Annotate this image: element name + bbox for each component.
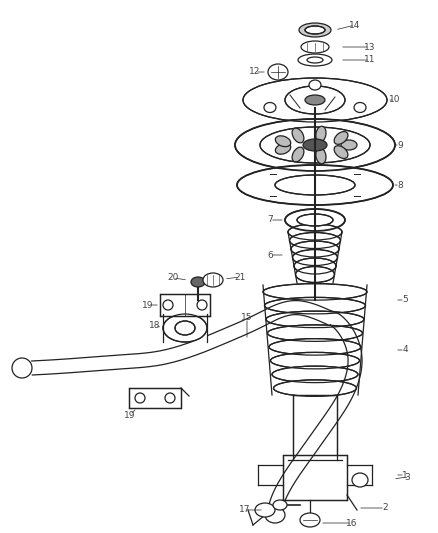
Ellipse shape <box>266 311 364 328</box>
Text: 19: 19 <box>142 301 154 310</box>
Ellipse shape <box>305 26 325 34</box>
Bar <box>163 314 207 342</box>
Ellipse shape <box>290 232 340 248</box>
Ellipse shape <box>268 64 288 80</box>
Ellipse shape <box>255 503 275 517</box>
Ellipse shape <box>285 209 345 231</box>
Text: 2: 2 <box>382 504 388 513</box>
Ellipse shape <box>276 136 291 147</box>
Ellipse shape <box>297 214 333 226</box>
Text: 12: 12 <box>249 68 261 77</box>
Ellipse shape <box>165 393 175 403</box>
Text: 15: 15 <box>241 313 253 322</box>
Ellipse shape <box>265 507 285 523</box>
Ellipse shape <box>175 321 195 335</box>
Ellipse shape <box>352 473 368 487</box>
Ellipse shape <box>291 241 339 257</box>
Text: 13: 13 <box>364 43 376 52</box>
Ellipse shape <box>341 140 357 150</box>
Ellipse shape <box>296 266 335 282</box>
Bar <box>293 395 337 460</box>
Ellipse shape <box>316 126 326 142</box>
Bar <box>129 388 181 408</box>
Ellipse shape <box>300 513 320 527</box>
Text: 16: 16 <box>346 519 358 528</box>
Ellipse shape <box>272 366 358 383</box>
Text: 1: 1 <box>402 471 408 480</box>
Ellipse shape <box>276 143 291 154</box>
Ellipse shape <box>273 500 287 510</box>
Text: 19: 19 <box>124 410 136 419</box>
Text: 17: 17 <box>239 505 251 514</box>
Ellipse shape <box>303 139 327 151</box>
Ellipse shape <box>305 95 325 105</box>
Ellipse shape <box>354 102 366 112</box>
Text: 21: 21 <box>234 272 246 281</box>
Ellipse shape <box>268 325 363 341</box>
Text: 14: 14 <box>350 20 360 29</box>
Text: 8: 8 <box>397 181 403 190</box>
Ellipse shape <box>12 358 32 378</box>
Ellipse shape <box>265 297 365 314</box>
Ellipse shape <box>309 80 321 90</box>
Text: 11: 11 <box>364 55 376 64</box>
Ellipse shape <box>334 146 348 158</box>
Ellipse shape <box>235 119 395 171</box>
Ellipse shape <box>275 175 355 195</box>
Ellipse shape <box>298 54 332 66</box>
Ellipse shape <box>191 277 205 287</box>
Polygon shape <box>32 301 333 375</box>
Ellipse shape <box>264 102 276 112</box>
Ellipse shape <box>273 380 357 397</box>
Bar <box>283 455 347 500</box>
Bar <box>160 294 210 316</box>
Ellipse shape <box>203 273 223 287</box>
Ellipse shape <box>271 352 360 369</box>
Ellipse shape <box>163 314 207 342</box>
Text: 7: 7 <box>267 215 273 224</box>
Ellipse shape <box>135 393 145 403</box>
Ellipse shape <box>307 57 323 63</box>
Text: 6: 6 <box>267 251 273 260</box>
Ellipse shape <box>285 86 345 114</box>
Ellipse shape <box>237 165 393 205</box>
Text: 9: 9 <box>397 141 403 149</box>
Ellipse shape <box>197 300 207 310</box>
Text: 4: 4 <box>402 345 408 354</box>
Ellipse shape <box>163 300 173 310</box>
Ellipse shape <box>334 132 348 144</box>
Ellipse shape <box>243 78 387 122</box>
Ellipse shape <box>294 258 336 274</box>
Text: 3: 3 <box>404 472 410 481</box>
Ellipse shape <box>316 148 326 164</box>
Ellipse shape <box>292 128 304 143</box>
Polygon shape <box>268 311 362 511</box>
Ellipse shape <box>288 224 342 240</box>
Ellipse shape <box>263 284 367 300</box>
Ellipse shape <box>269 338 361 355</box>
Text: 10: 10 <box>389 95 401 104</box>
Ellipse shape <box>301 41 329 53</box>
Text: 20: 20 <box>167 273 179 282</box>
Text: 5: 5 <box>402 295 408 304</box>
Text: 18: 18 <box>149 320 161 329</box>
Ellipse shape <box>293 249 338 265</box>
Ellipse shape <box>260 127 370 163</box>
Ellipse shape <box>299 23 331 37</box>
Ellipse shape <box>292 147 304 162</box>
